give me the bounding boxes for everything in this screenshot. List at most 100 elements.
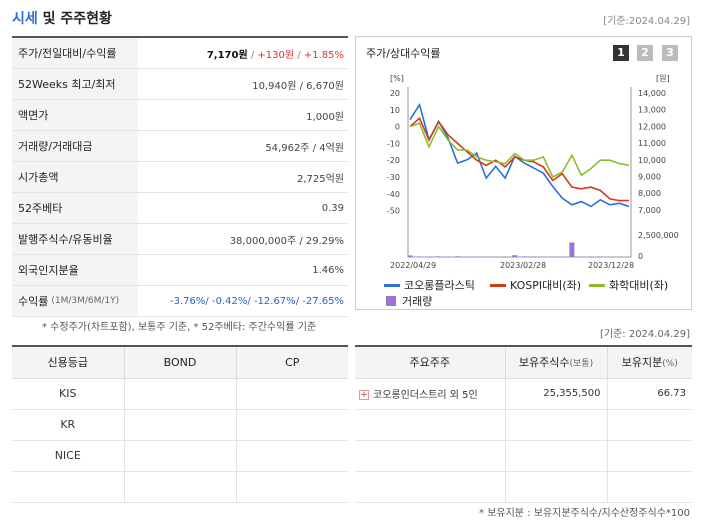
legend-line-green (589, 283, 605, 287)
price-chart: [%] [원] 20 10 0 -10 -20 -30 -40 -50 14,000 13,000 12… (387, 74, 679, 270)
period-button-2[interactable]: 2 (637, 45, 653, 61)
row-foreign: 외국인지분율 1.46% (12, 255, 348, 286)
series-line (409, 102, 630, 208)
period-button-3[interactable]: 3 (662, 45, 678, 61)
right-axis-unit: [원] (656, 74, 670, 83)
shares-label: 발행주식수/유동비율 (12, 224, 138, 254)
right-tick-label: 13,000 (638, 106, 666, 115)
volume-bar (578, 256, 584, 258)
left-tick-label: -10 (387, 139, 400, 148)
return-1m: -3.76% (170, 295, 206, 307)
x-tick-label: 2023/12/28 (588, 261, 634, 270)
credit-col-rating: 신용등급 (12, 346, 125, 379)
face-label: 액면가 (12, 100, 138, 130)
slash: / (295, 295, 300, 307)
credit-rating-table: 신용등급 BOND CP KIS KR NICE (12, 345, 348, 503)
holders-col-name: 주요주주 (355, 346, 506, 379)
right-tick-label: 7,000 (638, 206, 661, 215)
volume-bar (616, 256, 622, 258)
right-tick-label: 12,000 (638, 122, 666, 131)
holders-col-pct: 보유지분(%) (607, 346, 692, 379)
legend-stock-label: 코오롱플라스틱 (404, 279, 475, 292)
legend-kospi-label: KOSPI대비(좌) (510, 279, 582, 292)
holders-col-shares: 보유주식수(보통) (505, 346, 608, 379)
legend-square-purple (386, 296, 396, 306)
volume-tick-label: 2,500,000 (638, 231, 679, 240)
row-shares: 발행주식수/유동비율 38,000,000주 / 29.29% (12, 224, 348, 255)
x-tick-label: 2023/02/28 (500, 261, 546, 270)
legend-chem-label: 화학대비(좌) (609, 279, 669, 292)
mcap-label: 시가총액 (12, 162, 138, 192)
volume-bar (512, 255, 518, 257)
base-date: [기준:2024.04.29] (603, 16, 690, 27)
left-tick-label: -40 (387, 190, 400, 199)
right-tick-label: 14,000 (638, 89, 666, 98)
volume-bar (455, 256, 461, 257)
holders-col-pct-text: 보유지분 (621, 356, 663, 370)
volume-bar (531, 256, 537, 257)
section-title: 시세 및 주주현황 (12, 11, 112, 27)
title-accent: 시세 (12, 11, 38, 27)
mcap-value: 2,725억원 (296, 173, 344, 185)
price-value: 7,170원 / +130원 / +1.85% (206, 49, 344, 61)
shares-value: 38,000,000주 / 29.29% (229, 235, 344, 247)
left-tick-label: -20 (387, 156, 400, 165)
legend-kospi: KOSPI대비(좌) (490, 277, 581, 293)
foreign-value: 1.46% (312, 264, 344, 276)
volume-bar (417, 256, 423, 257)
left-tick-label: -30 (387, 173, 400, 182)
credit-cp (236, 378, 348, 410)
volume-bar (474, 256, 480, 257)
period-button-1[interactable]: 1 (613, 45, 629, 61)
credit-cp (236, 409, 348, 441)
volume-bar (502, 256, 508, 258)
credit-cp (236, 471, 348, 503)
credit-bond (124, 440, 237, 472)
price-change: +130원 (257, 49, 295, 61)
left-tick-label: 20 (390, 89, 400, 98)
volume-bar (493, 256, 499, 258)
series-line (409, 116, 629, 202)
return-value: -3.76%/ -0.42%/ -12.67%/ -27.65% (138, 296, 348, 307)
table-row (12, 471, 348, 503)
credit-bond (124, 378, 237, 410)
chart-title: 주가/상대수익률 (366, 47, 441, 60)
left-tick-label: 0 (395, 123, 400, 132)
left-tick-label: -50 (387, 207, 400, 216)
foreign-label: 외국인지분율 (12, 255, 138, 285)
return-6m: -12.67% (253, 295, 296, 307)
table-row (355, 440, 692, 472)
volume-bar (483, 256, 489, 258)
credit-col-bond: BOND (124, 346, 237, 379)
table-row: KR (12, 409, 348, 441)
w52-value: 10,940원 / 6,670원 (252, 80, 344, 92)
volume-bar (521, 256, 527, 257)
table-row: KIS (12, 378, 348, 410)
expand-plus-icon[interactable]: + (359, 390, 369, 400)
base-date-2: [기준: 2024.04.29] (599, 329, 690, 340)
holders-header-row: 주요주주 보유주식수(보통) 보유지분(%) (355, 346, 692, 379)
legend-chem: 화학대비(좌) (589, 277, 668, 293)
credit-cp (236, 440, 348, 472)
slash: / (247, 295, 251, 307)
row-face: 액면가 1,000원 (12, 100, 348, 131)
legend-stock: 코오롱플라스틱 (384, 277, 475, 293)
volume-tick-label: 0 (638, 252, 643, 261)
volume-bar (445, 256, 451, 258)
chart-panel: [%] [원] 20 10 0 -10 -20 -30 -40 -50 14,000 13,000 12… (355, 36, 692, 310)
price-info-table: 주가/전일대비/수익률 7,170원 / +130원 / +1.85% 52We… (12, 36, 348, 317)
credit-col-cp: CP (236, 346, 348, 379)
legend-volume-label: 거래량 (402, 295, 433, 308)
holders-col-shares-text: 보유주식수 (518, 356, 570, 370)
footnote-basis: * 수정주가(차트포함), 보통주 기준, * 52주베타: 주간수익률 기준 (42, 322, 317, 333)
volume-bar (607, 256, 613, 258)
right-tick-label: 8,000 (638, 189, 661, 198)
holder-name-cell[interactable]: + 코오롱인더스트리 외 5인 (355, 378, 506, 410)
row-volume: 거래량/거래대금 54,962주 / 4억원 (12, 131, 348, 162)
volume-bar (626, 256, 632, 258)
price-change-pct: +1.85% (303, 49, 344, 61)
volume-bar (426, 256, 432, 257)
left-axis-unit: [%] (390, 74, 404, 83)
credit-agency (12, 471, 125, 503)
credit-header-row: 신용등급 BOND CP (12, 346, 348, 379)
